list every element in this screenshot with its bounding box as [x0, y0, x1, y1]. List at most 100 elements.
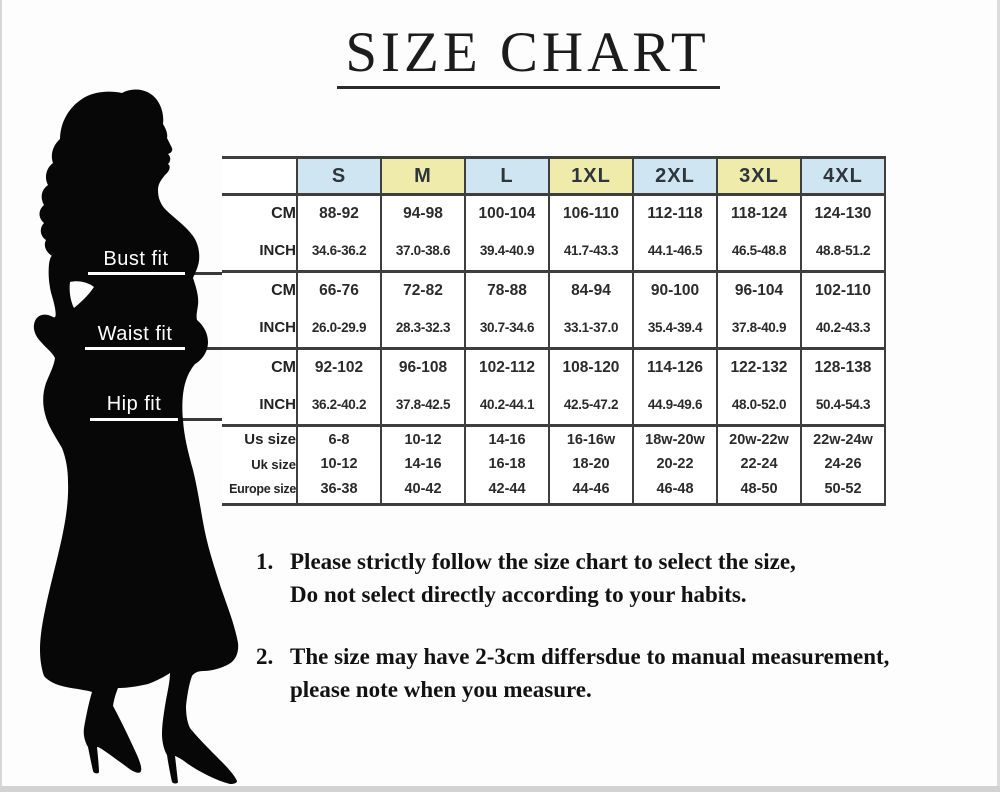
cell-s2-r0-c6: 128-138: [800, 347, 885, 386]
row-label-inch: INCH: [259, 319, 296, 337]
cell-s2-r1-c6: 50.4-54.3: [800, 385, 885, 426]
size-header-l: L: [464, 157, 549, 195]
cell-s2-r1-c0: 36.2-40.2: [296, 385, 381, 426]
notes-block: 1. Please strictly follow the size chart…: [256, 545, 986, 706]
cell-s3-r2-c1: 40-42: [380, 475, 465, 505]
cell-s3-r1-c3: 18-20: [548, 452, 633, 476]
cell-s3-r1-c5: 22-24: [716, 452, 801, 476]
waist-fit-underline: [85, 347, 185, 350]
bust-fit-label: Bust fit: [103, 248, 169, 270]
cell-s3-r2-c2: 42-44: [464, 475, 549, 505]
note-1-line-2: Do not select directly according to your…: [290, 582, 747, 607]
cell-s0-r1-c1: 37.0-38.6: [380, 231, 465, 272]
note-2-line-1: The size may have 2-3cm differsdue to ma…: [290, 644, 890, 669]
row-label-europe-size: Europe size: [229, 482, 296, 497]
cell-s2-r1-c4: 44.9-49.6: [632, 385, 717, 426]
cell-s2-r1-c5: 48.0-52.0: [716, 385, 801, 426]
note-1-line-1: Please strictly follow the size chart to…: [290, 549, 796, 574]
cell-s3-r1-c0: 10-12: [296, 452, 381, 476]
cell-s2-r0-c2: 102-112: [464, 347, 549, 386]
cell-s3-r2-c0: 36-38: [296, 475, 381, 505]
cell-s2-r0-c4: 114-126: [632, 347, 717, 386]
cell-s1-r1-c3: 33.1-37.0: [548, 308, 633, 349]
cell-s0-r1-c3: 41.7-43.3: [548, 231, 633, 272]
cell-s2-r0-c5: 122-132: [716, 347, 801, 386]
cell-s1-r0-c4: 90-100: [632, 270, 717, 309]
cell-s0-r1-c6: 48.8-51.2: [800, 231, 885, 272]
title-underline: [337, 86, 720, 89]
cell-s0-r0-c5: 118-124: [716, 193, 801, 232]
cell-s2-r1-c2: 40.2-44.1: [464, 385, 549, 426]
cell-s3-r1-c1: 14-16: [380, 452, 465, 476]
cell-s3-r1-c6: 24-26: [800, 452, 885, 476]
cell-s1-r1-c2: 30.7-34.6: [464, 308, 549, 349]
cell-s1-r0-c1: 72-82: [380, 270, 465, 309]
cell-s3-r0-c6: 22w-24w: [800, 424, 885, 453]
row-label-uk-size: Uk size: [251, 456, 296, 472]
cell-s2-r1-c1: 37.8-42.5: [380, 385, 465, 426]
cell-s3-r0-c2: 14-16: [464, 424, 549, 453]
cell-s1-r0-c6: 102-110: [800, 270, 885, 309]
size-header-3xl: 3XL: [716, 157, 801, 195]
note-1: 1. Please strictly follow the size chart…: [256, 545, 986, 611]
cell-s2-r1-c3: 42.5-47.2: [548, 385, 633, 426]
cell-s3-r0-c5: 20w-22w: [716, 424, 801, 453]
cell-s2-r0-c0: 92-102: [296, 347, 381, 386]
cell-s1-r1-c6: 40.2-43.3: [800, 308, 885, 349]
cell-s0-r0-c6: 124-130: [800, 193, 885, 232]
hip-fit-underline: [90, 418, 178, 421]
note-2-line-2: please note when you measure.: [290, 677, 592, 702]
cell-s2-r0-c1: 96-108: [380, 347, 465, 386]
size-header-s: S: [296, 157, 381, 195]
row-label-cm: CM: [222, 347, 297, 386]
cell-s1-r0-c5: 96-104: [716, 270, 801, 309]
waist-fit-label: Waist fit: [97, 323, 173, 345]
note-2-number: 2.: [256, 644, 274, 669]
bust-fit-underline: [88, 272, 185, 275]
cell-s0-r1-c4: 44.1-46.5: [632, 231, 717, 272]
size-header-m: M: [380, 157, 465, 195]
cell-s0-r1-c2: 39.4-40.9: [464, 231, 549, 272]
cell-s1-r1-c4: 35.4-39.4: [632, 308, 717, 349]
cell-s0-r0-c1: 94-98: [380, 193, 465, 232]
size-table: S M L 1XL 2XL 3XL 4XL CM 88-92 94-98 100-104 106-11…: [222, 156, 886, 506]
size-header-4xl: 4XL: [800, 157, 885, 195]
cell-s2-r0-c3: 108-120: [548, 347, 633, 386]
cell-s3-r0-c0: 6-8: [296, 424, 381, 453]
cell-s3-r0-c1: 10-12: [380, 424, 465, 453]
cell-s3-r1-c4: 20-22: [632, 452, 717, 476]
note-2: 2. The size may have 2-3cm differsdue to…: [256, 640, 986, 706]
note-1-number: 1.: [256, 549, 274, 574]
row-label-cm: CM: [222, 270, 297, 309]
hip-fit-label: Hip fit: [106, 393, 162, 415]
cell-s3-r0-c4: 18w-20w: [632, 424, 717, 453]
size-header-1xl: 1XL: [548, 157, 633, 195]
row-label-inch: INCH: [259, 242, 296, 260]
cell-s1-r0-c0: 66-76: [296, 270, 381, 309]
image-edge-left: [0, 0, 2, 792]
cell-s3-r0-c3: 16-16w: [548, 424, 633, 453]
cell-s1-r1-c5: 37.8-40.9: [716, 308, 801, 349]
cell-s3-r2-c4: 46-48: [632, 475, 717, 505]
size-header-2xl: 2XL: [632, 157, 717, 195]
cell-s3-r2-c5: 48-50: [716, 475, 801, 505]
cell-s1-r0-c3: 84-94: [548, 270, 633, 309]
cell-s0-r1-c0: 34.6-36.2: [296, 231, 381, 272]
cell-s3-r1-c2: 16-18: [464, 452, 549, 476]
cell-s0-r1-c5: 46.5-48.8: [716, 231, 801, 272]
cell-s0-r0-c2: 100-104: [464, 193, 549, 232]
cell-s1-r1-c1: 28.3-32.3: [380, 308, 465, 349]
row-label-inch: INCH: [259, 396, 296, 414]
cell-s1-r1-c0: 26.0-29.9: [296, 308, 381, 349]
cell-s0-r0-c3: 106-110: [548, 193, 633, 232]
row-label-us-size: Us size: [222, 424, 297, 453]
cell-s3-r2-c6: 50-52: [800, 475, 885, 505]
table-corner-cell: [222, 158, 297, 195]
row-label-cm: CM: [222, 193, 297, 232]
cell-s0-r0-c0: 88-92: [296, 193, 381, 232]
cell-s3-r2-c3: 44-46: [548, 475, 633, 505]
image-edge-bottom: [0, 786, 1000, 792]
cell-s1-r0-c2: 78-88: [464, 270, 549, 309]
